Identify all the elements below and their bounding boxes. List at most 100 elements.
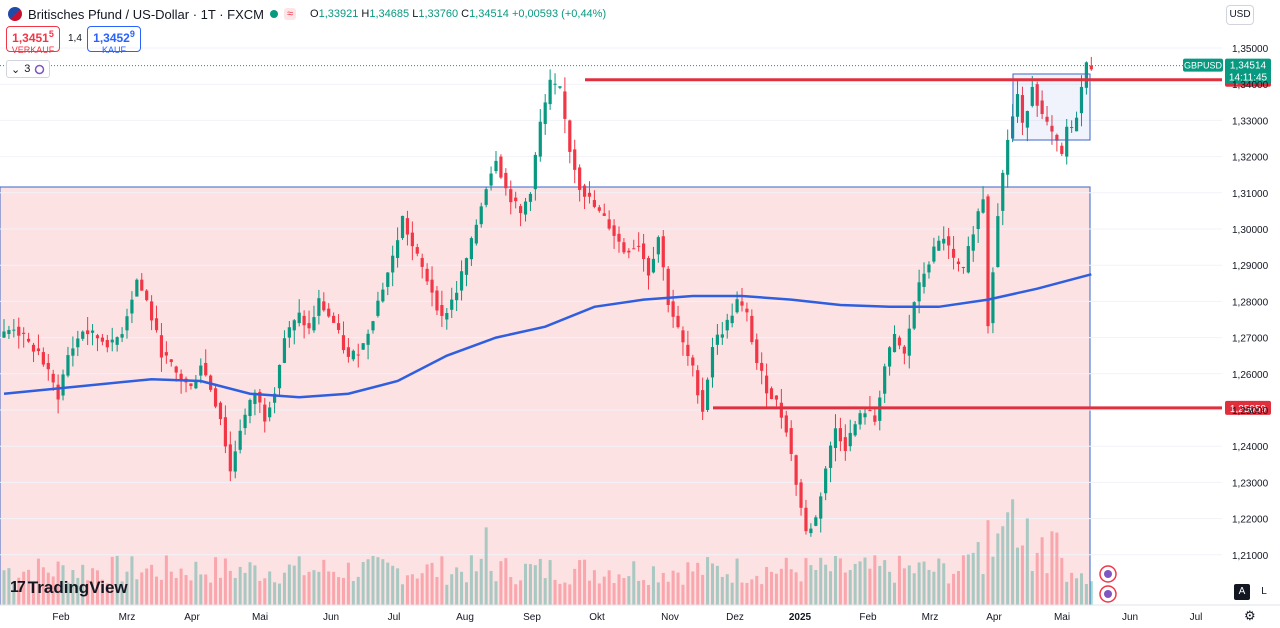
volume-bar [95,570,99,605]
indicator-toggle[interactable]: ⌄ 3 [6,60,51,78]
volume-bar [602,576,606,605]
volume-bar [568,584,572,605]
candle-body [971,234,975,251]
volume-bar [430,562,434,605]
gear-icon[interactable]: ⚙ [1244,608,1256,623]
candle-body [686,344,690,357]
volume-bar [809,565,813,605]
volume-bar [804,558,808,605]
candle-body [120,334,124,338]
volume-bar [484,527,488,605]
candle-body [312,317,316,331]
volume-bar [41,567,45,605]
candle-body [533,154,537,190]
candle-body [332,315,336,323]
y-tick-label: 1,27000 [1232,334,1269,345]
volume-bar [1060,557,1064,605]
candle-body [405,218,410,235]
candle-body [90,330,95,333]
candle-body [292,320,296,331]
candle-body [1006,139,1010,175]
candle-body [573,149,577,170]
auto-scale-button[interactable]: A [1234,584,1250,600]
candle-body [135,279,139,297]
currency-selector[interactable]: USD [1226,5,1254,25]
buy-button[interactable]: 1,34529 KAUF [87,26,141,55]
candle-body [976,211,980,229]
volume-bar [1006,512,1010,605]
volume-bar [942,563,946,605]
volume-bar [12,581,16,605]
volume-bar [278,583,282,605]
candle-body [110,339,114,343]
candle-body [440,305,444,316]
volume-bar [100,579,104,605]
volume-bar [125,571,129,605]
volume-bar [1030,571,1034,605]
y-tick-label: 1,32000 [1232,153,1269,164]
candle-body [307,323,311,329]
volume-bar [676,572,680,605]
candle-body [932,246,936,262]
symbol-title[interactable]: Britisches Pfund / US-Dollar · 1T · FXCM [28,6,264,22]
candle-body [381,289,385,302]
candle-body [125,316,129,331]
volume-bar [784,557,788,605]
candle-body [1020,95,1025,123]
candle-body [922,273,926,287]
x-tick-label: Mrz [119,612,136,623]
volume-bar [774,573,778,605]
volume-bar [1065,581,1069,605]
volume-bar [883,560,887,605]
candle-body [1025,111,1029,128]
volume-bar [351,581,355,605]
candle-body [194,379,198,389]
candle-body [760,362,764,371]
log-scale-button[interactable]: L [1261,586,1267,597]
volume-bar [396,568,400,605]
candle-body [730,315,734,324]
volume-bar [504,558,508,605]
volume-bar [543,578,547,605]
candle-body [95,335,100,339]
volume-bar [1020,545,1024,605]
volume-bar [765,566,769,605]
chevron-down-icon: ⌄ [11,63,21,76]
candle-body [494,160,498,172]
market-open-icon [269,10,278,18]
candle-body [558,86,562,88]
candle-body [169,359,173,363]
volume-bar [66,582,70,605]
wave-icon: ≈ [283,8,297,20]
candle-body [587,192,592,197]
volume-bar [558,583,562,605]
sell-button[interactable]: 1,34515 VERKAUF [6,26,60,55]
y-tick-label: 1,22000 [1232,515,1269,526]
volume-bar [189,580,193,605]
volume-bar [1045,573,1049,605]
candle-body [356,354,360,356]
candle-body [61,374,65,396]
volume-bar [971,552,975,605]
x-tick-label: Dez [726,612,744,623]
volume-bar [218,577,222,605]
candle-body [563,91,567,119]
candle-body [346,347,350,357]
volume-bar [642,580,646,605]
candle-body [774,395,779,400]
candle-body [804,507,808,532]
volume-bar [228,570,232,605]
volume-bar [538,558,542,605]
volume-bar [1025,518,1029,605]
volume-bar [36,558,40,605]
volume-bar [912,573,916,605]
spread-value: 1,4 [68,33,82,44]
volume-bar [760,584,764,605]
candle-body [1001,172,1005,211]
volume-bar [701,574,705,605]
volume-bar [592,570,596,605]
volume-bar [927,569,931,605]
volume-bar [317,571,321,605]
volume-bar [1040,537,1044,605]
